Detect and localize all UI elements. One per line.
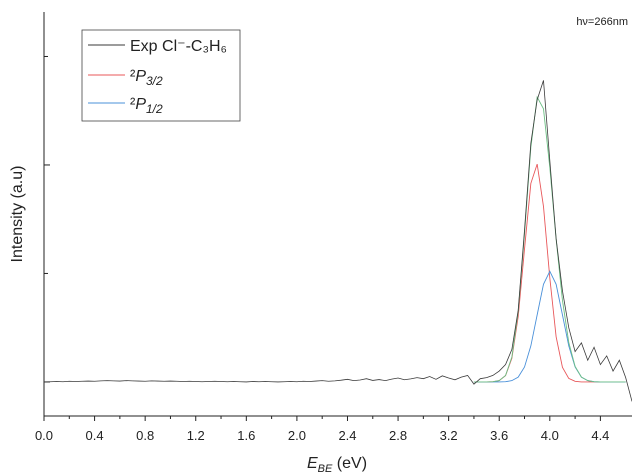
x-tick-label: 0.8 xyxy=(136,428,154,443)
legend-label: Exp Cl⁻-C₃H₆ xyxy=(130,38,227,55)
x-tick-label: 1.2 xyxy=(187,428,205,443)
x-tick-label: 0.0 xyxy=(35,428,53,443)
legend-label: ²P1/2 xyxy=(130,96,163,116)
x-tick-label: 4.0 xyxy=(541,428,559,443)
x-tick-label: 2.0 xyxy=(288,428,306,443)
x-tick-label: 3.2 xyxy=(440,428,458,443)
x-tick-label: 0.4 xyxy=(86,428,104,443)
x-tick-label: 2.8 xyxy=(389,428,407,443)
annotation: hν=266nm xyxy=(576,16,628,28)
series-line xyxy=(473,270,626,383)
x-tick-label: 1.6 xyxy=(237,428,255,443)
series-line xyxy=(473,95,626,383)
legend-label: ²P3/2 xyxy=(130,68,163,88)
x-axis-label: EBE (eV) xyxy=(307,455,367,475)
y-axis-label: Intensity (a.u) xyxy=(9,166,26,263)
x-tick-label: 2.4 xyxy=(338,428,356,443)
series-line xyxy=(473,163,601,383)
x-tick-label: 4.4 xyxy=(591,428,609,443)
series-line xyxy=(44,80,632,402)
x-tick-label: 3.6 xyxy=(490,428,508,443)
